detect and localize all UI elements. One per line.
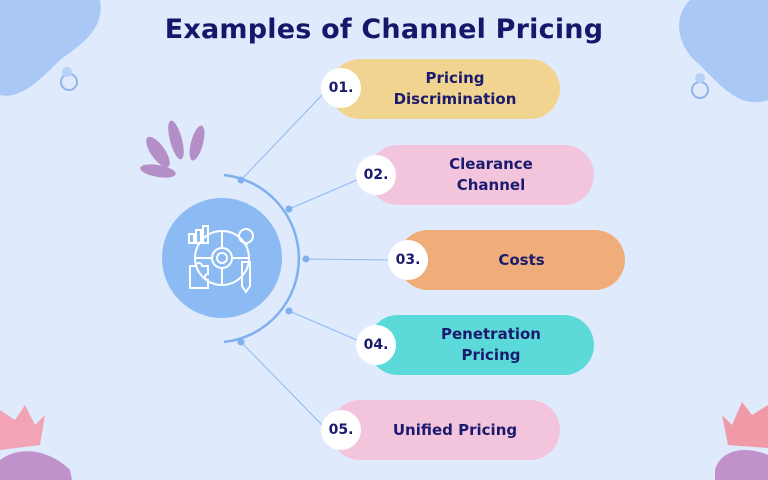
bottom-right-flower xyxy=(722,402,768,448)
bottom-left-blob xyxy=(0,451,72,480)
item-pill-3: Costs xyxy=(398,230,625,290)
item-label: Penetration Pricing xyxy=(440,325,541,364)
connector-lines xyxy=(240,94,391,426)
page-title: Examples of Channel Pricing xyxy=(164,14,604,45)
item-pill-4: Penetration Pricing xyxy=(368,315,594,375)
top-left-blob xyxy=(0,0,101,96)
item-label: Pricing Discrimination xyxy=(393,69,517,108)
item-number-badge: 01. xyxy=(321,68,361,108)
bubble xyxy=(691,81,709,99)
hub-circle xyxy=(162,198,282,318)
connector-arc xyxy=(223,173,301,344)
item-pill-5: Unified Pricing xyxy=(330,400,560,460)
item-number-badge: 02. xyxy=(356,155,396,195)
item-number-badge: 04. xyxy=(356,325,396,365)
item-number-badge: 05. xyxy=(321,410,361,450)
bubble xyxy=(695,73,705,83)
leaf-decoration xyxy=(140,120,205,178)
item-label: Unified Pricing xyxy=(392,420,518,439)
connector-dots xyxy=(237,176,310,346)
bubble xyxy=(62,67,72,77)
item-pill-1: Pricing Discrimination xyxy=(330,59,560,119)
item-pill-2: Clearance Channel xyxy=(368,145,594,205)
item-label: Clearance Channel xyxy=(449,155,533,194)
strategy-gear-icon xyxy=(188,225,254,294)
item-number-badge: 03. xyxy=(388,240,428,280)
item-label: Costs xyxy=(498,250,545,269)
bottom-right-blob xyxy=(715,450,768,480)
bottom-left-flower xyxy=(0,405,45,450)
top-right-blob xyxy=(679,0,768,103)
